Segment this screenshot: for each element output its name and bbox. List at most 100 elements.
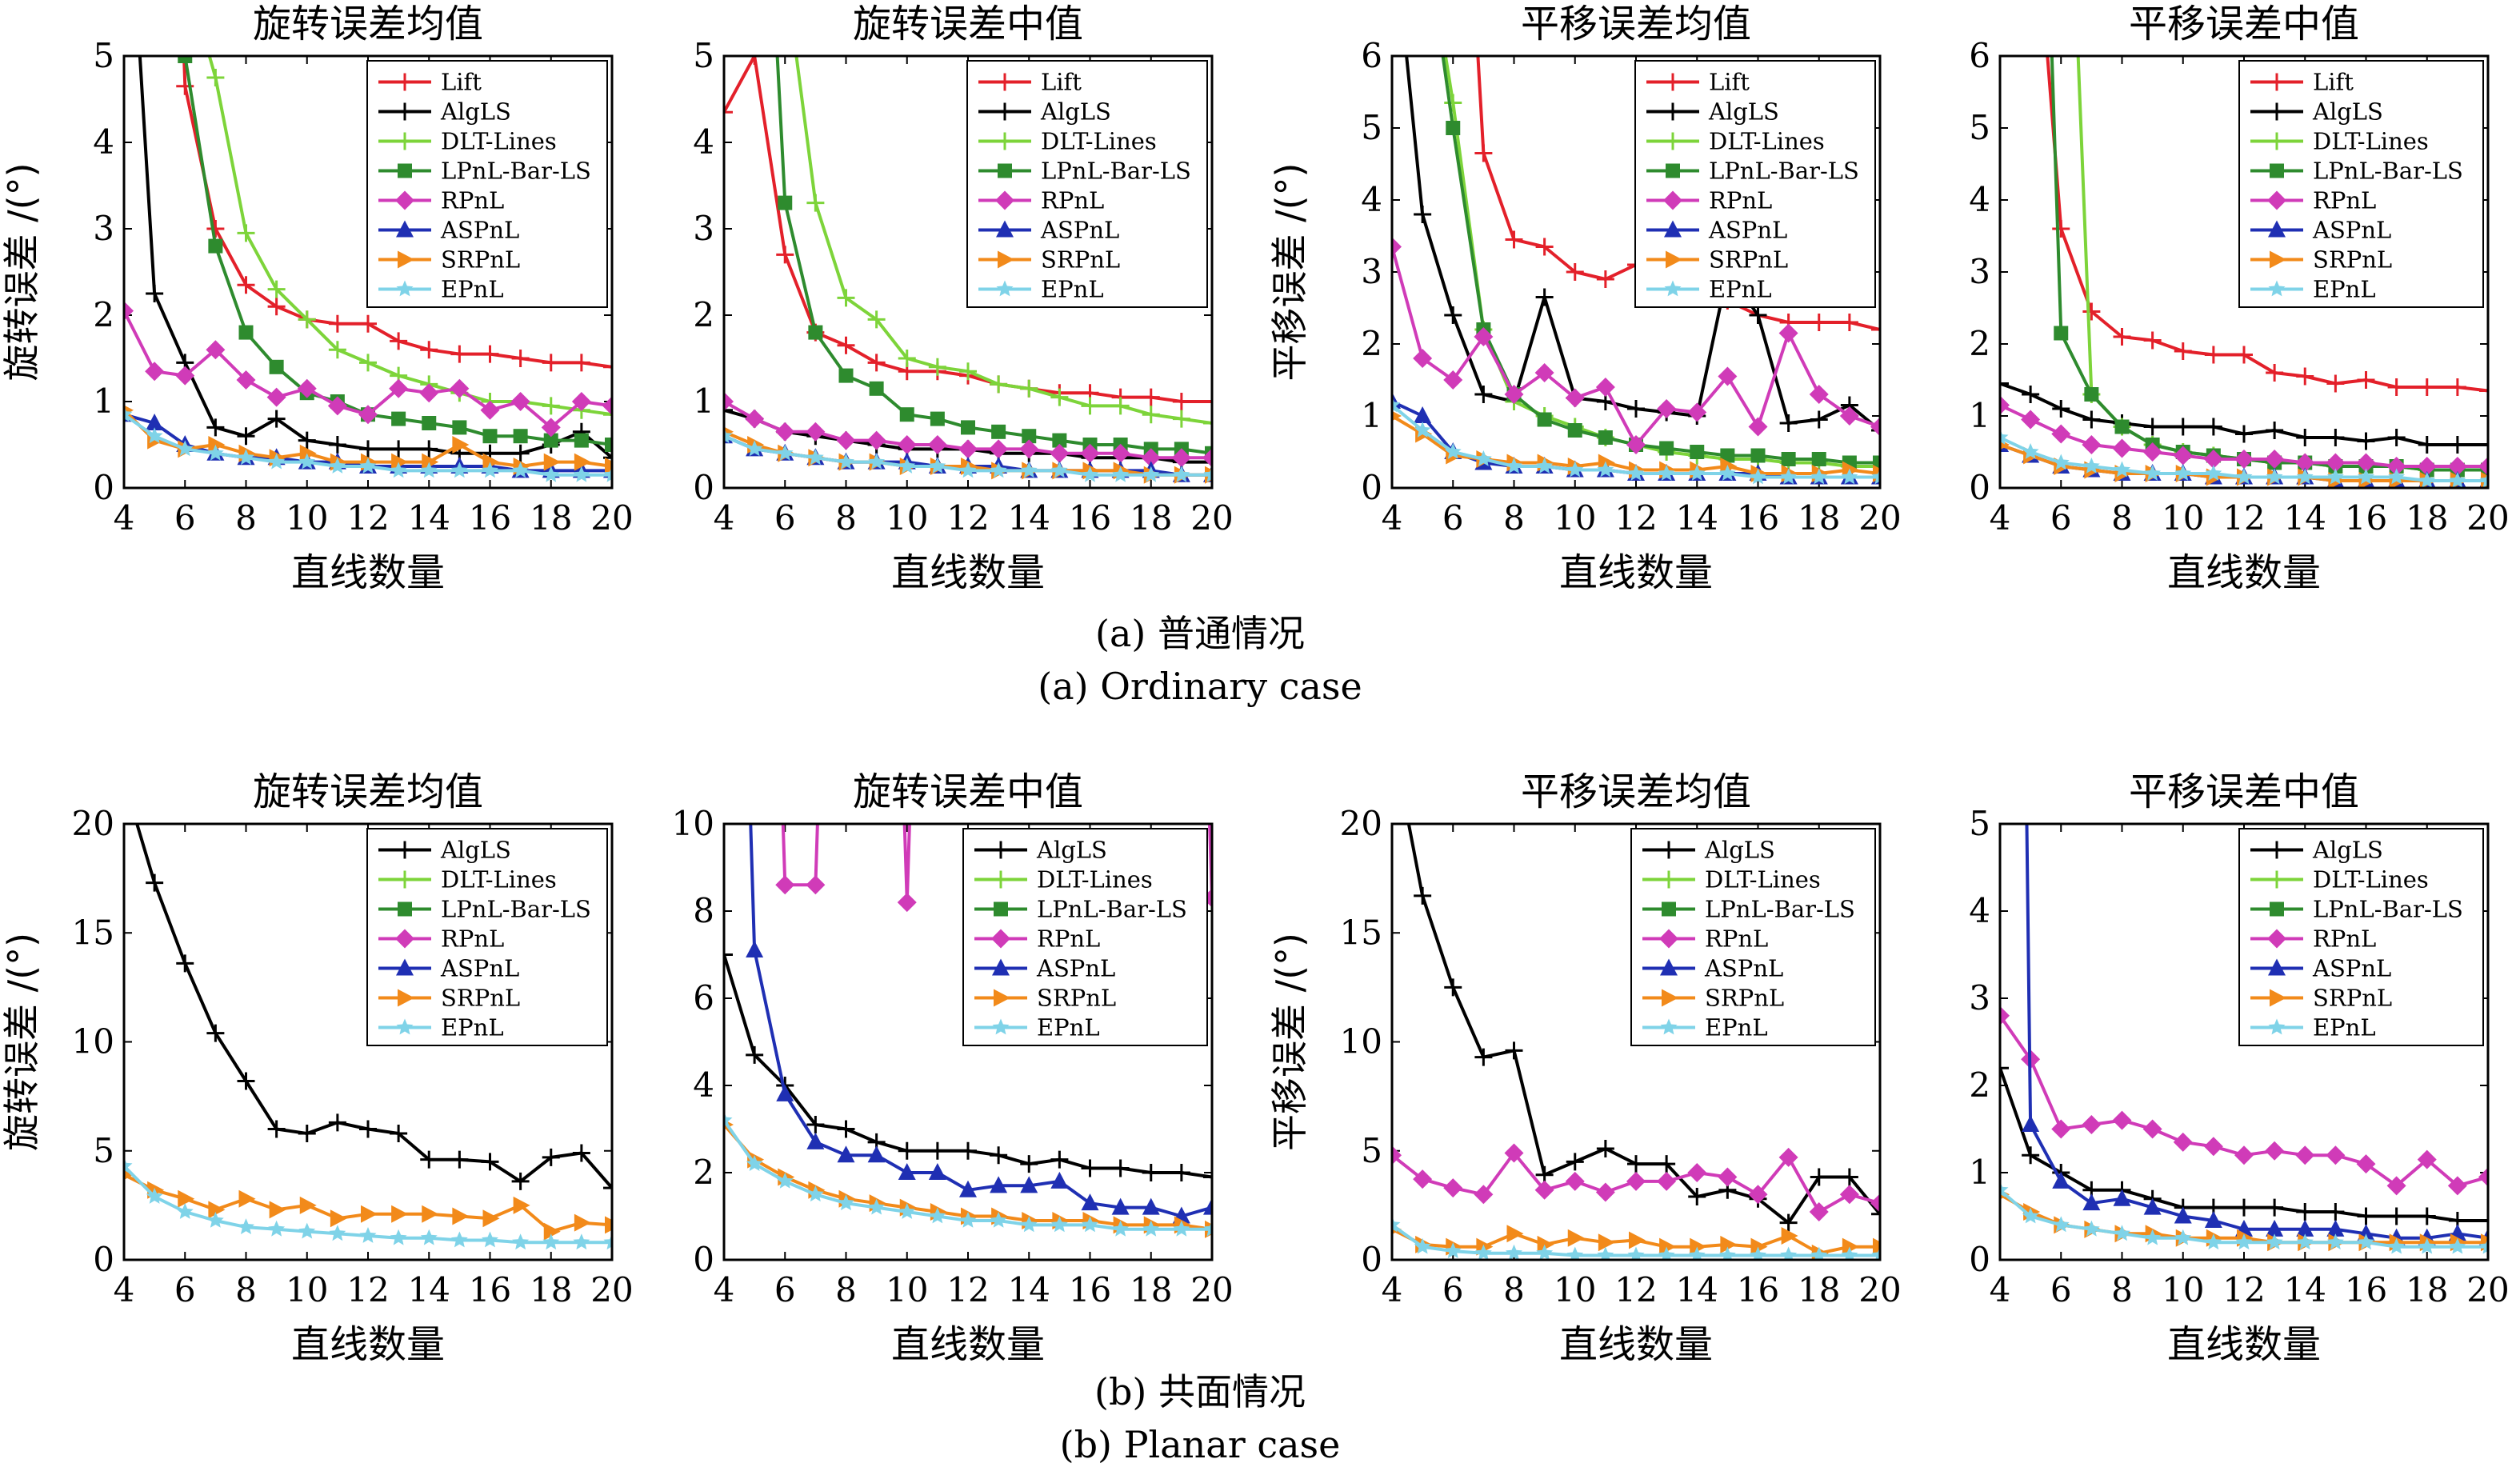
x-tick-label: 18 (1798, 498, 1840, 538)
data-point-epnl (1474, 450, 1492, 466)
series-group (2000, 56, 2488, 488)
legend-marker-lift (2268, 73, 2286, 91)
data-point-algls (1414, 206, 1432, 223)
legend-label-rpnl: RPnL (441, 925, 504, 953)
y-tick-label: 2 (1361, 324, 1382, 363)
data-point-epnl (1688, 1246, 1706, 1260)
data-point-algls (1627, 400, 1645, 418)
x-tick-label: 6 (774, 1270, 796, 1309)
y-tick-label: 1 (1969, 1153, 1990, 1192)
data-point-rpnl (1413, 349, 1433, 368)
data-point-epnl (1627, 1246, 1645, 1260)
plot-frame (722, 54, 1214, 490)
y-tick-label: 0 (1361, 1240, 1382, 1279)
data-point-rpnl (2234, 1145, 2254, 1165)
x-axis-label: 直线数量 (2167, 550, 2321, 595)
y-tick-label: 3 (1361, 252, 1382, 291)
legend-label-srpnl: SRPnL (441, 985, 520, 1012)
legend-label-lift: Lift (441, 69, 482, 96)
chart-title: 旋转误差中值 (853, 2, 1083, 46)
data-point-lpnl-bar-ls (1446, 121, 1461, 135)
y-tick-label: 5 (93, 1131, 114, 1170)
data-point-lift (2082, 302, 2101, 321)
x-tick-label: 8 (2111, 498, 2133, 538)
data-point-epnl (1841, 468, 1858, 485)
data-point-algls (959, 1141, 977, 1160)
x-tick-label: 18 (1130, 1270, 1172, 1309)
legend-marker-dlt-lines (2268, 132, 2286, 150)
data-point-srpnl (208, 436, 226, 454)
x-tick-label: 14 (1008, 498, 1050, 538)
y-axis-label: 旋转误差 /(°) (0, 933, 43, 1151)
y-tick-label: 5 (1361, 108, 1382, 147)
data-point-epnl (929, 458, 946, 474)
data-point-lift (481, 345, 499, 363)
x-tick-label: 16 (469, 498, 511, 538)
data-point-epnl (1392, 396, 1401, 413)
data-point-lift (1840, 314, 1858, 331)
y-tick-label: 4 (1969, 180, 1990, 219)
data-point-algls (1840, 1168, 1858, 1186)
data-point-lift (1596, 270, 1614, 288)
data-point-srpnl (1690, 1237, 1707, 1256)
data-point-epnl (146, 1188, 163, 1204)
legend-label-srpnl: SRPnL (2313, 246, 2392, 274)
x-tick-label: 8 (835, 498, 857, 538)
legend-label-dlt-lines: DLT-Lines (2313, 128, 2429, 155)
data-point-epnl (1658, 465, 1675, 481)
data-point-srpnl (1567, 1229, 1585, 1247)
data-point-epnl (2022, 1207, 2039, 1224)
data-point-rpnl (2447, 457, 2467, 476)
legend-marker-srpnl (998, 250, 1014, 269)
data-point-epnl (238, 449, 254, 466)
data-point-rpnl (2326, 1145, 2346, 1165)
data-point-aspnl (867, 1145, 886, 1163)
legend-label-algls: AlgLS (1040, 98, 1111, 126)
y-tick-label: 6 (1969, 36, 1990, 75)
data-point-epnl (2174, 1229, 2192, 1245)
data-point-rpnl (1687, 1163, 1707, 1182)
plot-frame (122, 822, 614, 1261)
data-point-lift (1810, 314, 1828, 331)
x-tick-label: 10 (286, 1270, 328, 1309)
x-tick-label: 14 (2284, 498, 2326, 538)
data-point-epnl (512, 1233, 530, 1250)
data-point-rpnl (927, 435, 947, 454)
x-tick-label: 6 (1442, 498, 1464, 538)
data-point-lpnl-bar-ls (238, 325, 254, 340)
legend-marker-srpnl (398, 989, 414, 1007)
data-point-rpnl (2021, 410, 2041, 430)
data-point-aspnl (1111, 1197, 1130, 1215)
data-point-dlt-lines (359, 354, 377, 372)
data-point-algls (542, 1148, 560, 1166)
data-point-lift (2143, 331, 2162, 350)
legend-label-lift: Lift (1709, 69, 1750, 96)
data-point-aspnl (146, 414, 164, 430)
data-point-rpnl (2173, 1132, 2193, 1152)
data-point-algls (1871, 1205, 1880, 1223)
x-tick-label: 20 (1190, 498, 1233, 538)
data-point-srpnl (482, 453, 500, 471)
legend-label-aspnl: ASPnL (2312, 955, 2391, 982)
data-point-rpnl (989, 439, 1009, 459)
data-point-algls (2266, 1198, 2284, 1217)
legend-label-aspnl: ASPnL (440, 955, 519, 982)
data-point-algls (481, 1153, 499, 1171)
data-point-lift (2357, 371, 2375, 389)
data-point-lpnl-bar-ls (178, 56, 193, 63)
legend-label-lpnl-bar-ls: LPnL-Bar-LS (1709, 158, 1859, 185)
data-point-epnl (268, 1220, 286, 1237)
data-point-lift (2418, 378, 2436, 396)
data-point-dlt-lines (1172, 410, 1190, 428)
x-tick-label: 14 (1676, 1270, 1718, 1309)
data-point-algls (2387, 429, 2406, 446)
data-point-lift (2052, 220, 2070, 238)
series-line-algls (2000, 1067, 2488, 1222)
data-point-srpnl (1842, 1237, 1859, 1256)
data-point-aspnl (1203, 1197, 1212, 1215)
data-point-rpnl (1504, 1143, 1524, 1163)
legend-marker-rpnl (1659, 929, 1678, 949)
